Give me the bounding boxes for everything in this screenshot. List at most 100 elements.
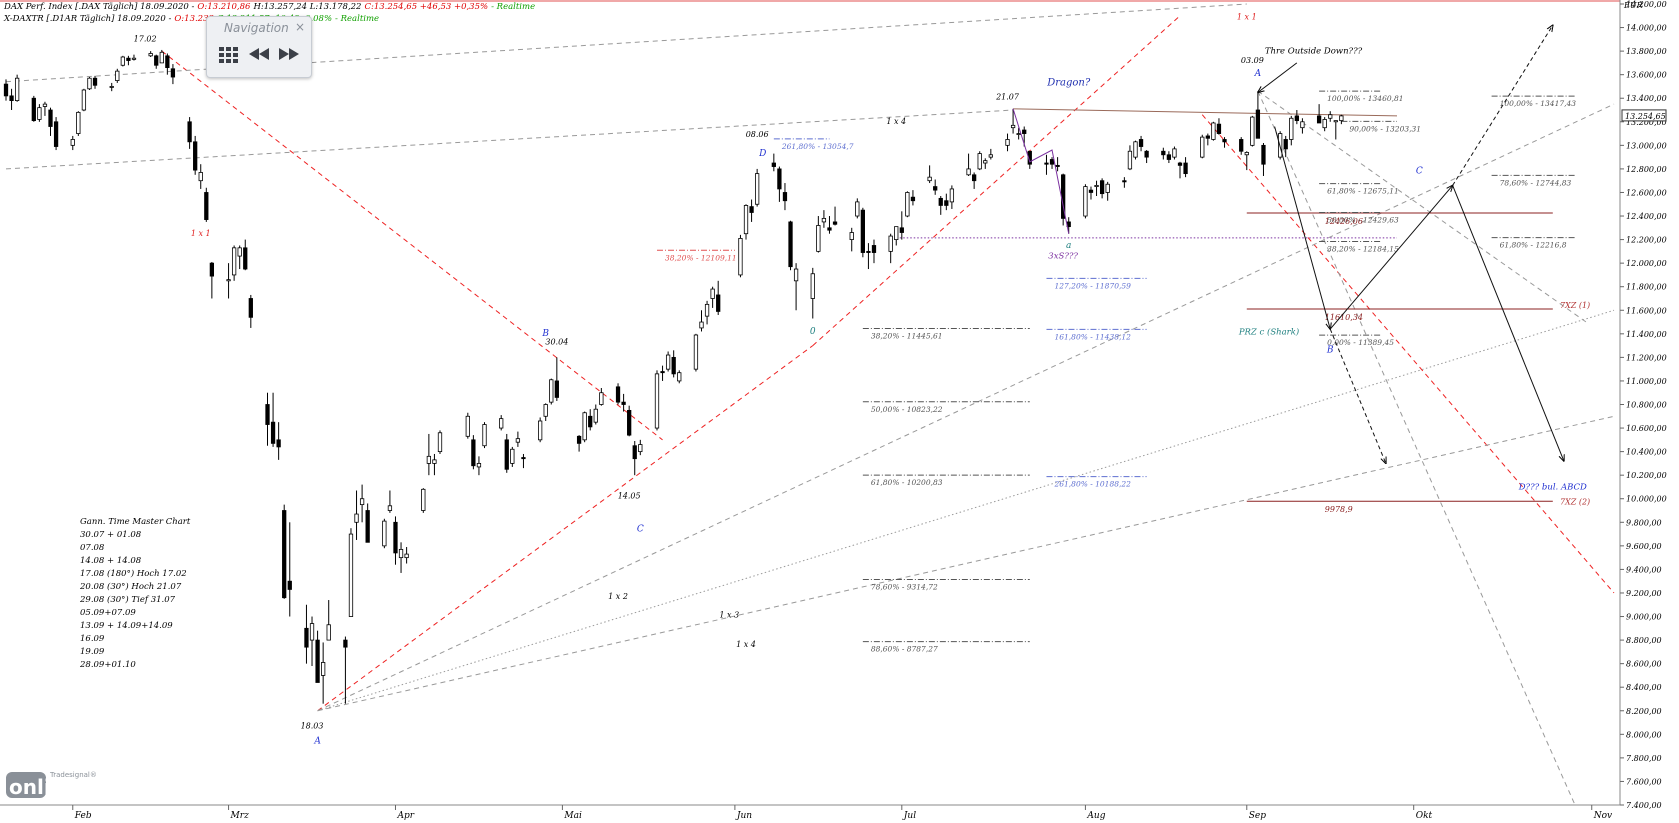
candle-body (704, 303, 710, 317)
candle-body (743, 205, 749, 235)
gann-line: 29.08 (30°) Tief 31.07 (80, 595, 176, 605)
candle-body (31, 97, 36, 122)
candle-body (131, 57, 137, 60)
candle-body (910, 196, 916, 202)
candle-body (638, 444, 643, 453)
currency-label: EUR (1623, 1, 1643, 10)
header-dax-close: C:13.254,65 +46,53 +0,35% (364, 2, 489, 12)
logo-brand: online (9, 775, 79, 799)
candle-body (1105, 183, 1110, 193)
candle-body (187, 121, 192, 143)
pattern-arrow (1274, 126, 1331, 330)
candle-body (543, 404, 548, 417)
candle-body (1333, 120, 1338, 123)
close-icon[interactable]: × (294, 20, 305, 34)
candle-body (582, 412, 587, 441)
candle-body (70, 139, 75, 146)
y-tick-label: 7.400,00 (1626, 801, 1662, 810)
candle-body (1127, 150, 1133, 170)
y-tick-label: 13.000,00 (1626, 141, 1667, 150)
candle-body (1055, 164, 1060, 167)
candle-body (471, 439, 476, 467)
chart-annotation: B (541, 329, 549, 339)
y-tick-label: 10.800,00 (1626, 401, 1667, 410)
chart-annotation: 1 x 3 (719, 611, 739, 620)
candle-body (894, 226, 899, 240)
candle-body (1250, 116, 1255, 146)
candle-body (276, 439, 281, 448)
y-tick-label: 13.800,00 (1626, 47, 1667, 56)
candle-body (437, 432, 443, 453)
fast-forward-icon[interactable] (277, 43, 301, 65)
candle-body (321, 662, 326, 676)
chart-annotation: 17.02 (134, 35, 157, 44)
fib-label: 38,20% - 12184,15 (1327, 244, 1399, 253)
candle-body (387, 505, 393, 511)
chart-annotation: D (758, 149, 766, 159)
chart-annotation: 7XZ (2) (1560, 498, 1590, 507)
candle-body (1166, 154, 1172, 160)
grid-icon[interactable] (217, 43, 241, 65)
candle-body (938, 197, 943, 206)
trendline (1257, 90, 1576, 806)
level-label: 9978,9 (1325, 505, 1353, 514)
candle-body (265, 404, 270, 425)
chart-annotation: PRZ c (Shark) (1238, 326, 1299, 337)
candle-body (76, 111, 81, 134)
header-dax-title: DAX Perf. Index [.DAX Täglich] 18.09.202… (4, 2, 195, 12)
candle-body (593, 408, 598, 423)
gann-line: 13.09 + 14.09+14.09 (80, 621, 173, 631)
candle-body (14, 77, 20, 101)
chart-annotation: C (637, 525, 644, 535)
chart-annotation: 3xS??? (1048, 251, 1078, 261)
candle-body (599, 392, 604, 405)
candle-body (888, 235, 893, 252)
candle-body (810, 273, 815, 299)
last-value-label: 13.254,65 (1625, 112, 1666, 121)
candle-body (159, 51, 164, 64)
candle-body (354, 513, 359, 523)
fib-label: 61,80% - 12216,8 (1500, 241, 1567, 250)
fib-label: 100,00% - 13417,43 (1500, 99, 1577, 108)
candle-body (53, 121, 59, 147)
candle-body (554, 380, 559, 398)
candle-body (699, 321, 704, 329)
candle-body (944, 200, 949, 206)
candle-body (521, 457, 526, 460)
candle-body (1133, 141, 1138, 158)
pattern-arrow (1452, 185, 1564, 461)
chart-annotation: 03.09 (1241, 56, 1264, 65)
x-tick-label: Sep (1249, 811, 1266, 821)
rewind-icon[interactable] (247, 43, 271, 65)
candle-body (1322, 119, 1327, 129)
y-tick-label: 10.600,00 (1626, 424, 1667, 433)
candle-body (1177, 162, 1183, 166)
candle-body (1044, 162, 1049, 165)
fib-label: 161,80% - 11438,12 (1054, 332, 1131, 341)
y-tick-label: 12.400,00 (1626, 212, 1667, 221)
candle-body (871, 245, 877, 253)
candle-body (749, 206, 754, 213)
fib-label: 0,00% - 11389,45 (1327, 338, 1394, 347)
y-tick-label: 11.600,00 (1626, 306, 1667, 315)
candle-body (1016, 133, 1021, 135)
y-tick-label: 8.400,00 (1626, 683, 1662, 692)
y-tick-label: 7.600,00 (1626, 777, 1662, 786)
chart-annotation: 0 (810, 327, 816, 337)
candle-body (671, 356, 676, 375)
candle-body (660, 371, 665, 374)
candle-body (849, 232, 854, 240)
y-tick-label: 14.200,00 (1626, 0, 1667, 9)
x-tick-label: Nov (1593, 811, 1612, 821)
pattern-arrow (1452, 25, 1553, 186)
candle-body (1205, 135, 1210, 139)
candle-body (777, 168, 782, 190)
candle-body (426, 455, 432, 464)
gann-title: Gann. Time Master Chart (80, 517, 191, 527)
fib-label: 61,80% - 10200,83 (871, 478, 943, 487)
chart-annotation: 14.05 (618, 492, 641, 501)
candle-body (1144, 150, 1149, 158)
gann-line: 14.08 + 14.08 (80, 556, 142, 566)
candle-body (627, 409, 632, 436)
